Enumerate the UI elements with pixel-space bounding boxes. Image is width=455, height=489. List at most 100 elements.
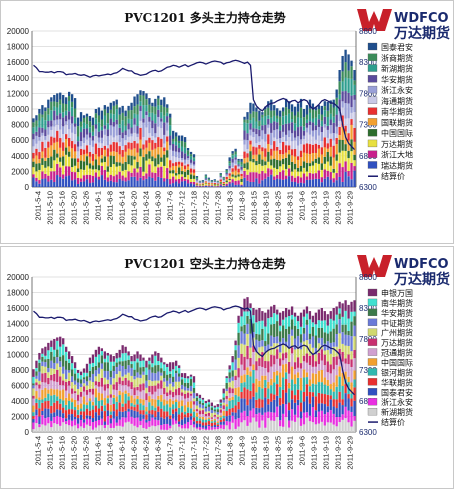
short-bar-segment xyxy=(201,402,205,406)
long-bar-segment xyxy=(79,148,83,156)
short-bar-segment xyxy=(67,393,71,401)
long-bar-segment xyxy=(264,124,267,134)
long-bar-segment xyxy=(323,101,326,107)
short-bar-segment xyxy=(255,370,258,379)
short-bar-segment xyxy=(163,411,166,419)
short-bar-segment xyxy=(225,416,228,422)
long-bar-segment xyxy=(94,109,98,114)
short-bar-segment xyxy=(353,420,356,432)
long-bar-segment xyxy=(136,94,139,105)
short-bar-segment xyxy=(154,351,157,356)
long-bar-segment xyxy=(228,175,231,179)
short-bar-segment xyxy=(299,349,303,364)
short-bar-segment xyxy=(273,394,276,400)
short-bar-segment xyxy=(287,309,291,317)
long-bar-segment xyxy=(112,164,115,177)
long-bar-segment xyxy=(154,172,157,181)
long-bar-segment xyxy=(53,181,56,187)
long-bar-segment xyxy=(320,169,323,178)
short-bar-segment xyxy=(103,427,106,432)
long-bar-segment xyxy=(311,118,315,123)
long-bar-segment xyxy=(97,156,101,166)
short-bar-segment xyxy=(213,409,216,412)
short-bar-stack xyxy=(79,371,83,432)
short-bar-segment xyxy=(124,410,127,418)
short-bar-segment xyxy=(160,424,163,430)
short-bar-segment xyxy=(189,391,193,394)
long-bar-segment xyxy=(317,126,321,136)
long-bar-segment xyxy=(293,156,297,164)
short-bar-stack xyxy=(326,314,329,432)
short-bar-segment xyxy=(311,373,315,384)
short-bar-segment xyxy=(47,342,50,351)
short-bar-segment xyxy=(145,360,148,368)
short-bar-segment xyxy=(166,416,169,424)
short-bar-segment xyxy=(326,385,329,395)
short-bar-segment xyxy=(121,411,124,418)
long-bar-segment xyxy=(305,119,309,123)
short-bar-segment xyxy=(195,423,199,428)
long-bar-segment xyxy=(145,160,148,174)
short-bar-segment xyxy=(246,367,249,375)
short-bar-segment xyxy=(302,355,306,362)
long-bar-segment xyxy=(145,115,148,128)
long-legend-swatch xyxy=(367,53,378,61)
short-bar-segment xyxy=(350,321,353,337)
short-bar-segment xyxy=(100,363,104,369)
short-bar-segment xyxy=(183,414,187,418)
short-bar-stack xyxy=(213,405,216,432)
short-bar-segment xyxy=(180,379,184,385)
short-bar-stack xyxy=(157,352,160,432)
short-bar-segment xyxy=(287,410,291,421)
long-bar-segment xyxy=(249,144,252,152)
long-bar-segment xyxy=(282,116,285,125)
short-bar-segment xyxy=(142,399,145,406)
long-bar-segment xyxy=(175,181,178,187)
long-bar-segment xyxy=(350,66,353,79)
long-bar-segment xyxy=(329,125,332,134)
short-bar-segment xyxy=(338,313,341,320)
long-bar-stack xyxy=(112,101,115,187)
long-bar-segment xyxy=(273,179,276,187)
long-bar-segment xyxy=(320,147,323,155)
long-bar-segment xyxy=(109,113,112,119)
long-bar-segment xyxy=(97,170,101,177)
long-bar-segment xyxy=(332,182,335,187)
long-bar-segment xyxy=(341,71,344,82)
long-bar-segment xyxy=(157,116,160,127)
short-bar-segment xyxy=(145,407,148,412)
long-bar-segment xyxy=(67,156,71,167)
long-bar-segment xyxy=(163,178,166,182)
short-legend-label: 冠通期货 xyxy=(381,348,413,358)
short-bar-segment xyxy=(198,394,202,399)
long-bar-stack xyxy=(317,105,321,187)
short-bar-segment xyxy=(344,406,347,419)
long-bar-segment xyxy=(183,137,187,143)
long-bar-segment xyxy=(246,133,249,141)
long-bar-segment xyxy=(305,179,309,187)
long-bar-segment xyxy=(335,180,338,187)
long-bar-segment xyxy=(279,130,282,139)
long-bar-segment xyxy=(326,125,329,130)
short-bar-segment xyxy=(67,359,71,363)
long-bar-segment xyxy=(249,172,252,182)
short-bar-segment xyxy=(284,346,288,353)
short-bar-segment xyxy=(305,313,309,320)
short-bar-segment xyxy=(279,420,282,427)
long-bar-segment xyxy=(320,105,323,115)
short-bar-segment xyxy=(347,364,350,377)
long-bar-segment xyxy=(255,147,258,155)
long-bar-segment xyxy=(207,186,211,187)
long-bar-segment xyxy=(332,116,335,123)
short-xtick-label: 2011-9-19 xyxy=(321,436,330,470)
short-bar-segment xyxy=(231,399,234,409)
long-bar-stack xyxy=(32,118,35,187)
short-bar-segment xyxy=(311,422,315,432)
short-bar-segment xyxy=(326,314,329,326)
long-bar-segment xyxy=(59,113,62,120)
long-bar-segment xyxy=(264,165,267,174)
short-bar-segment xyxy=(139,354,142,362)
short-bar-segment xyxy=(234,412,237,420)
short-bar-segment xyxy=(47,384,50,390)
short-bar-segment xyxy=(109,427,112,432)
